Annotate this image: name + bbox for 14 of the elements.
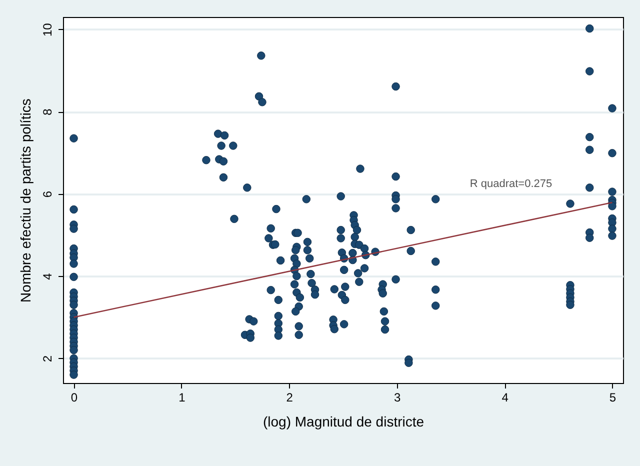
- x-axis-title: (log) Magnitud de districte: [262, 414, 424, 430]
- annotation: R quadrat=0.275: [470, 178, 552, 190]
- x-tick-label: 0: [70, 390, 78, 404]
- x-tick-label: 5: [609, 390, 616, 404]
- y-tick-label: 4: [40, 272, 54, 280]
- y-axis-title: Nombre efectiu de partits polítics: [18, 98, 34, 302]
- x-tick-label: 1: [178, 390, 186, 404]
- x-tick-label: 3: [394, 390, 401, 404]
- x-tick-label: 2: [286, 390, 294, 404]
- y-tick-label: 2: [40, 355, 54, 362]
- y-tick-label: 10: [40, 22, 54, 37]
- x-tick-label: 4: [502, 390, 509, 404]
- y-tick-label: 6: [40, 190, 54, 198]
- y-tick-label: 8: [40, 108, 54, 116]
